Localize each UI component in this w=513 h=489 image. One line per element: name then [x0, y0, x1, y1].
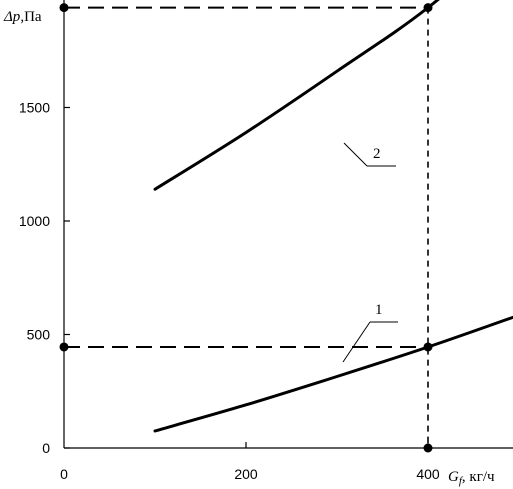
- curve-label-2: 2: [373, 146, 381, 162]
- x-tick-label: 200: [234, 466, 258, 482]
- y-tick-label: 0: [42, 440, 50, 456]
- marker-points: [59, 3, 433, 453]
- y-tick-label: 1000: [19, 213, 50, 229]
- curve-label-1: 1: [375, 302, 383, 318]
- curve-point: [423, 342, 433, 352]
- x-tick-label: 0: [60, 466, 68, 482]
- series-line-2: [153, 0, 440, 191]
- curve-labels: 12: [342, 142, 398, 363]
- x-axis-point: [423, 443, 433, 453]
- curve-point: [423, 3, 433, 13]
- leader-line: [343, 142, 368, 167]
- y-axis-label: Δp,Па: [3, 9, 42, 25]
- series: [153, 0, 513, 433]
- axes: [63, 0, 513, 449]
- leader-line: [342, 321, 371, 363]
- axis-point: [59, 342, 69, 352]
- series-line-1: [153, 315, 513, 433]
- x-tick-label: 400: [416, 466, 440, 482]
- y-tick-label: 1500: [19, 100, 50, 116]
- y-tick-label: 2000: [19, 0, 50, 2]
- x-axis-label: Gf, кг/ч: [448, 469, 495, 487]
- axis-point: [59, 3, 69, 13]
- guide-lines: [64, 6, 429, 448]
- tick-labels: 0500100015002000250030003500020040060080…: [19, 0, 440, 482]
- y-tick-label: 500: [27, 327, 51, 343]
